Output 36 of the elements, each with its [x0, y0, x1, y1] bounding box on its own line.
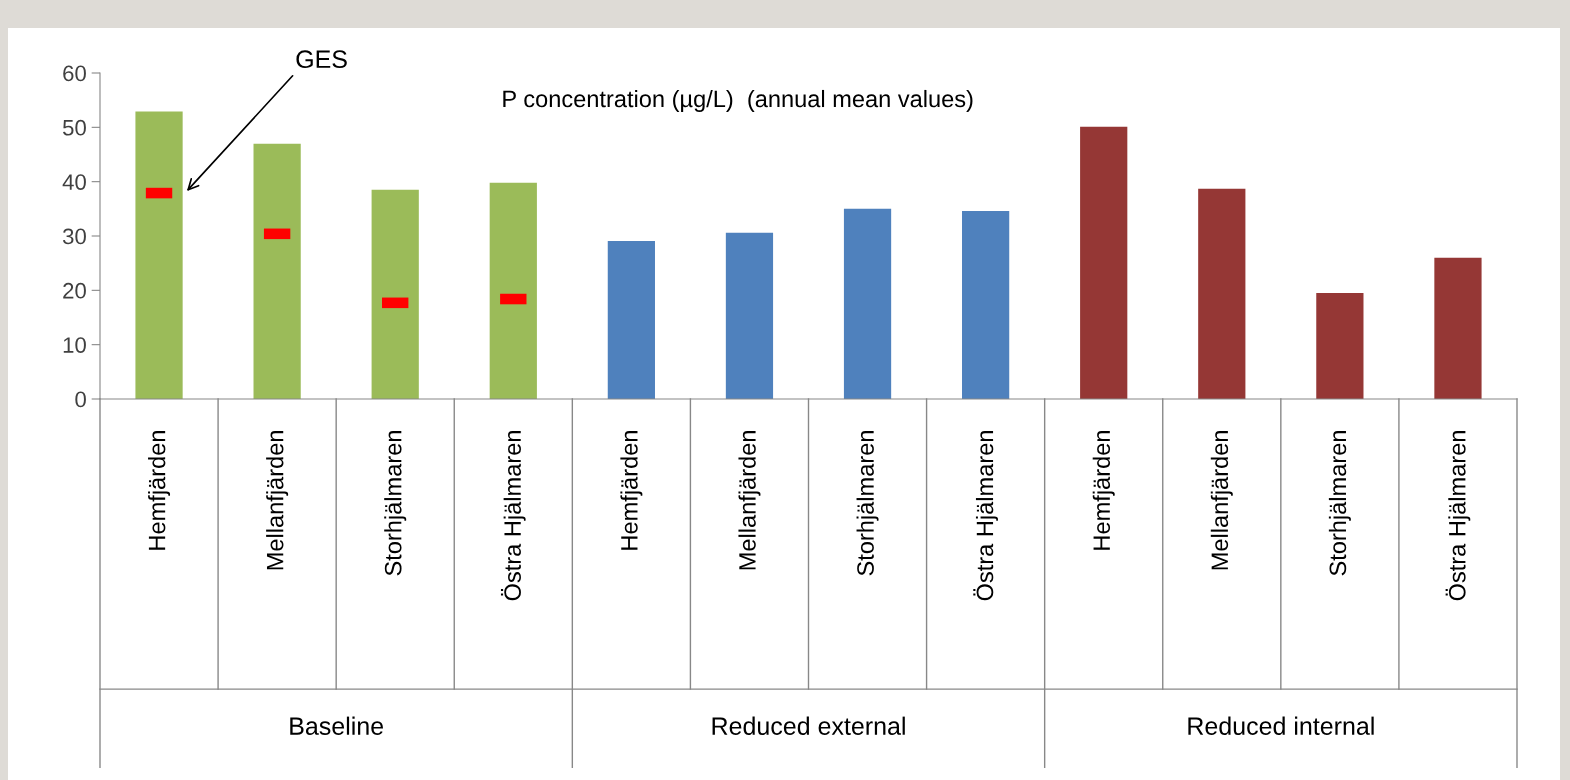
- text: P concentration (µg/L) (annual mean values): [503, 89, 973, 112]
- x-tick-label: Hemfjärden: [148, 431, 171, 550]
- y-tick-label: 20: [63, 282, 86, 299]
- x-tick-label: Hemfjärden: [620, 431, 643, 550]
- x-tick-label: Östra Hjälmaren: [500, 431, 526, 601]
- bar: [371, 189, 419, 399]
- bar: [135, 111, 183, 399]
- text: Reduced internal: [1188, 716, 1374, 735]
- y-tick-label: 10: [63, 337, 86, 353]
- x-tick-label: Hemfjärden: [1092, 431, 1115, 550]
- y-tick-label: 0: [75, 391, 86, 408]
- text: Baseline: [290, 716, 384, 735]
- y-tick-label: 60: [63, 65, 86, 82]
- y-tick-label: 30: [62, 228, 86, 245]
- x-tick-label: Mellanfjärden: [738, 431, 761, 570]
- x-tick-label: Storhjälmaren: [384, 431, 407, 576]
- bar: [962, 211, 1010, 399]
- x-tick-label: Storhjälmaren: [856, 431, 879, 576]
- bar: [1316, 293, 1364, 399]
- bar: [1198, 188, 1246, 399]
- y-tick-label: 40: [62, 174, 86, 190]
- bar: [607, 240, 655, 399]
- bar: [489, 182, 537, 399]
- text: GES: [296, 50, 347, 69]
- x-tick-label: Storhjälmaren: [1328, 431, 1351, 576]
- x-tick-label: Mellanfjärden: [1210, 431, 1233, 570]
- bar: [1434, 257, 1482, 399]
- bar: [1080, 126, 1128, 399]
- text: Reduced external: [712, 716, 905, 735]
- bar: [725, 232, 774, 399]
- bar: [843, 208, 892, 399]
- y-tick-label: 50: [62, 119, 86, 136]
- x-tick-label: Mellanfjärden: [266, 431, 289, 570]
- x-tick-label: Östra Hjälmaren: [1445, 431, 1471, 601]
- bar: [253, 143, 301, 399]
- x-tick-label: Östra Hjälmaren: [973, 431, 998, 601]
